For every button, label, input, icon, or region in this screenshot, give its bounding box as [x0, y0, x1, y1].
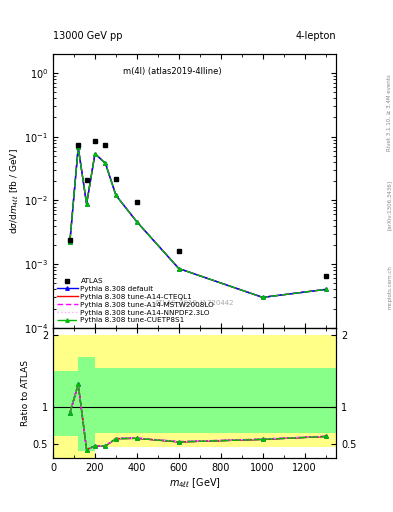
Y-axis label: d$\sigma$/d$m_{4\ell\ell}$ [fb / GeV]: d$\sigma$/d$m_{4\ell\ell}$ [fb / GeV] — [9, 148, 21, 233]
ATLAS — [76, 142, 81, 148]
Pythia 8.308 default — [103, 160, 108, 166]
Pythia 8.308 tune-CUETP8S1 — [93, 151, 97, 157]
X-axis label: $m_{4\ell\ell}$ [GeV]: $m_{4\ell\ell}$ [GeV] — [169, 476, 220, 489]
Pythia 8.308 tune-A14-NNPDF2.3LO — [134, 219, 139, 225]
Pythia 8.308 tune-A14-MSTW2008LO — [114, 192, 118, 198]
ATLAS — [103, 141, 108, 147]
Pythia 8.308 default — [176, 266, 181, 272]
Pythia 8.308 tune-A14-NNPDF2.3LO — [76, 144, 81, 151]
Pythia 8.308 tune-CUETP8S1 — [176, 266, 181, 272]
Pythia 8.308 default — [134, 219, 139, 225]
Pythia 8.308 default — [114, 192, 118, 198]
Line: Pythia 8.308 tune-A14-NNPDF2.3LO: Pythia 8.308 tune-A14-NNPDF2.3LO — [70, 147, 325, 297]
Pythia 8.308 tune-A14-CTEQL1 — [323, 286, 328, 292]
Pythia 8.308 tune-A14-CTEQL1 — [68, 239, 72, 245]
Pythia 8.308 tune-A14-NNPDF2.3LO — [103, 160, 108, 166]
Text: ATLAS_2019_I1720442: ATLAS_2019_I1720442 — [155, 299, 234, 306]
Legend: ATLAS, Pythia 8.308 default, Pythia 8.308 tune-A14-CTEQL1, Pythia 8.308 tune-A14: ATLAS, Pythia 8.308 default, Pythia 8.30… — [57, 278, 215, 324]
Pythia 8.308 default — [323, 286, 328, 292]
Pythia 8.308 tune-A14-CTEQL1 — [176, 266, 181, 272]
Text: m(4l) (atlas2019-4lline): m(4l) (atlas2019-4lline) — [123, 68, 221, 76]
Line: ATLAS: ATLAS — [67, 139, 328, 279]
Line: Pythia 8.308 tune-CUETP8S1: Pythia 8.308 tune-CUETP8S1 — [68, 145, 327, 299]
Text: [arXiv:1306.3436]: [arXiv:1306.3436] — [387, 180, 392, 230]
Pythia 8.308 tune-A14-MSTW2008LO — [68, 239, 72, 245]
Line: Pythia 8.308 tune-A14-MSTW2008LO: Pythia 8.308 tune-A14-MSTW2008LO — [70, 147, 325, 297]
Pythia 8.308 tune-A14-CTEQL1 — [76, 144, 81, 151]
Text: Rivet 3.1.10, ≥ 3.4M events: Rivet 3.1.10, ≥ 3.4M events — [387, 74, 392, 151]
Pythia 8.308 tune-A14-CTEQL1 — [134, 219, 139, 225]
Pythia 8.308 default — [84, 201, 89, 207]
Pythia 8.308 tune-A14-MSTW2008LO — [103, 160, 108, 166]
Text: 13000 GeV pp: 13000 GeV pp — [53, 31, 123, 41]
Text: 4-lepton: 4-lepton — [296, 31, 336, 41]
Pythia 8.308 tune-A14-MSTW2008LO — [323, 286, 328, 292]
Pythia 8.308 tune-CUETP8S1 — [260, 294, 265, 301]
ATLAS — [134, 199, 139, 205]
Pythia 8.308 tune-A14-CTEQL1 — [260, 294, 265, 301]
Pythia 8.308 default — [93, 151, 97, 157]
Pythia 8.308 tune-A14-MSTW2008LO — [176, 266, 181, 272]
Pythia 8.308 tune-A14-CTEQL1 — [93, 151, 97, 157]
Line: Pythia 8.308 tune-A14-CTEQL1: Pythia 8.308 tune-A14-CTEQL1 — [70, 147, 325, 297]
Pythia 8.308 default — [76, 144, 81, 151]
Pythia 8.308 tune-CUETP8S1 — [76, 144, 81, 151]
Pythia 8.308 tune-CUETP8S1 — [134, 219, 139, 225]
ATLAS — [176, 248, 181, 254]
Line: Pythia 8.308 default: Pythia 8.308 default — [68, 145, 327, 299]
ATLAS — [68, 237, 72, 243]
ATLAS — [93, 138, 97, 144]
Pythia 8.308 tune-A14-NNPDF2.3LO — [68, 239, 72, 245]
Pythia 8.308 tune-A14-MSTW2008LO — [134, 219, 139, 225]
Pythia 8.308 tune-CUETP8S1 — [84, 201, 89, 207]
Pythia 8.308 tune-A14-NNPDF2.3LO — [93, 151, 97, 157]
Pythia 8.308 tune-CUETP8S1 — [103, 160, 108, 166]
Pythia 8.308 default — [260, 294, 265, 301]
Pythia 8.308 tune-A14-NNPDF2.3LO — [260, 294, 265, 301]
Pythia 8.308 tune-CUETP8S1 — [68, 239, 72, 245]
Pythia 8.308 tune-A14-MSTW2008LO — [84, 201, 89, 207]
Pythia 8.308 tune-A14-NNPDF2.3LO — [84, 201, 89, 207]
ATLAS — [84, 177, 89, 183]
Pythia 8.308 tune-A14-NNPDF2.3LO — [323, 286, 328, 292]
Pythia 8.308 tune-A14-MSTW2008LO — [260, 294, 265, 301]
Pythia 8.308 tune-A14-NNPDF2.3LO — [114, 192, 118, 198]
Pythia 8.308 tune-A14-CTEQL1 — [103, 160, 108, 166]
Pythia 8.308 tune-CUETP8S1 — [323, 286, 328, 292]
Pythia 8.308 default — [68, 239, 72, 245]
Pythia 8.308 tune-A14-NNPDF2.3LO — [176, 266, 181, 272]
Pythia 8.308 tune-A14-MSTW2008LO — [76, 144, 81, 151]
Pythia 8.308 tune-A14-CTEQL1 — [84, 201, 89, 207]
Pythia 8.308 tune-A14-CTEQL1 — [114, 192, 118, 198]
ATLAS — [323, 273, 328, 279]
Pythia 8.308 tune-A14-MSTW2008LO — [93, 151, 97, 157]
Pythia 8.308 tune-CUETP8S1 — [114, 192, 118, 198]
ATLAS — [114, 176, 118, 182]
Text: mcplots.cern.ch: mcplots.cern.ch — [387, 265, 392, 309]
Y-axis label: Ratio to ATLAS: Ratio to ATLAS — [21, 360, 30, 426]
